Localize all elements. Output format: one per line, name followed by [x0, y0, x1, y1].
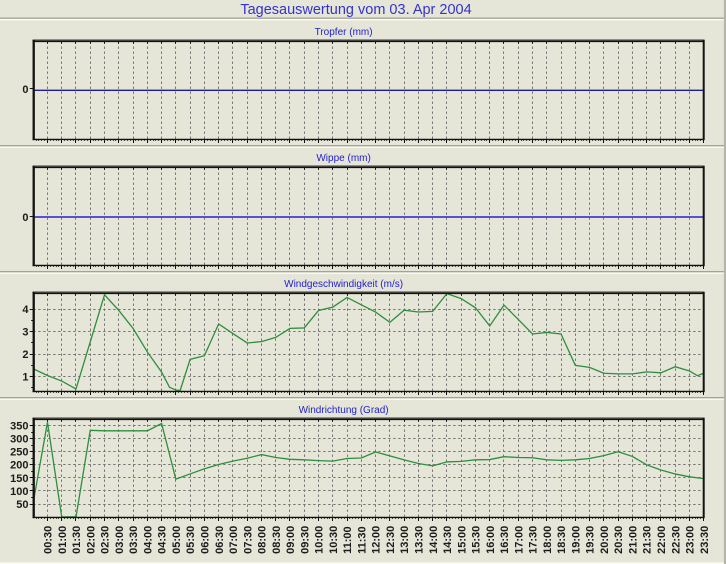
svg-text:04:30: 04:30 [157, 526, 169, 554]
svg-text:18:00: 18:00 [542, 526, 554, 554]
svg-text:14:30: 14:30 [442, 526, 454, 554]
svg-text:00:30: 00:30 [43, 526, 55, 554]
svg-text:09:00: 09:00 [285, 526, 297, 554]
svg-text:09:30: 09:30 [299, 526, 311, 554]
svg-text:13:30: 13:30 [413, 526, 425, 554]
svg-text:20:30: 20:30 [613, 526, 625, 554]
svg-text:01:00: 01:00 [57, 526, 69, 554]
svg-text:15:00: 15:00 [456, 526, 468, 554]
svg-text:05:00: 05:00 [171, 526, 183, 554]
svg-text:08:30: 08:30 [271, 526, 283, 554]
svg-text:200: 200 [10, 460, 28, 472]
svg-text:Tropfer (mm): Tropfer (mm) [315, 27, 373, 38]
svg-text:Windrichtung (Grad): Windrichtung (Grad) [299, 405, 389, 416]
svg-text:23:00: 23:00 [685, 526, 697, 554]
svg-text:21:00: 21:00 [627, 526, 639, 554]
svg-text:19:30: 19:30 [585, 526, 597, 554]
svg-text:03:30: 03:30 [128, 526, 140, 554]
svg-text:03:00: 03:00 [114, 526, 126, 554]
svg-text:150: 150 [10, 473, 28, 485]
svg-text:350: 350 [10, 421, 28, 433]
svg-text:3: 3 [22, 327, 28, 339]
svg-text:4: 4 [22, 304, 29, 316]
svg-text:21:30: 21:30 [642, 526, 654, 554]
svg-text:100: 100 [10, 486, 28, 498]
svg-text:Wippe (mm): Wippe (mm) [316, 153, 370, 164]
svg-text:300: 300 [10, 434, 28, 446]
svg-text:Windgeschwindigkeit (m/s): Windgeschwindigkeit (m/s) [284, 279, 403, 290]
svg-text:06:00: 06:00 [199, 526, 211, 554]
svg-text:0: 0 [22, 84, 28, 96]
svg-text:0: 0 [22, 212, 28, 224]
svg-text:10:00: 10:00 [314, 526, 326, 554]
svg-text:23:30: 23:30 [699, 526, 711, 554]
svg-text:22:00: 22:00 [656, 526, 668, 554]
svg-text:10:30: 10:30 [328, 526, 340, 554]
svg-text:05:30: 05:30 [185, 526, 197, 554]
svg-text:02:00: 02:00 [85, 526, 97, 554]
svg-text:15:30: 15:30 [471, 526, 483, 554]
svg-text:17:30: 17:30 [528, 526, 540, 554]
svg-text:12:00: 12:00 [371, 526, 383, 554]
svg-text:250: 250 [10, 447, 28, 459]
svg-text:06:30: 06:30 [214, 526, 226, 554]
svg-text:14:00: 14:00 [428, 526, 440, 554]
svg-text:11:30: 11:30 [356, 526, 368, 554]
svg-text:2: 2 [22, 349, 28, 361]
svg-text:20:00: 20:00 [599, 526, 611, 554]
svg-text:07:30: 07:30 [242, 526, 254, 554]
svg-text:50: 50 [16, 499, 28, 511]
svg-text:07:00: 07:00 [228, 526, 240, 554]
svg-text:02:30: 02:30 [100, 526, 112, 554]
svg-text:12:30: 12:30 [385, 526, 397, 554]
svg-text:04:00: 04:00 [142, 526, 154, 554]
svg-text:13:00: 13:00 [399, 526, 411, 554]
svg-text:22:30: 22:30 [670, 526, 682, 554]
svg-text:01:30: 01:30 [71, 526, 83, 554]
svg-text:Tagesauswertung vom 03. Apr 20: Tagesauswertung vom 03. Apr 2004 [240, 2, 471, 18]
svg-text:11:00: 11:00 [342, 526, 354, 554]
svg-text:16:30: 16:30 [499, 526, 511, 554]
svg-text:08:00: 08:00 [257, 526, 269, 554]
svg-text:19:00: 19:00 [570, 526, 582, 554]
svg-text:18:30: 18:30 [556, 526, 568, 554]
svg-text:16:00: 16:00 [485, 526, 497, 554]
svg-text:1: 1 [22, 372, 28, 384]
svg-text:17:00: 17:00 [513, 526, 525, 554]
